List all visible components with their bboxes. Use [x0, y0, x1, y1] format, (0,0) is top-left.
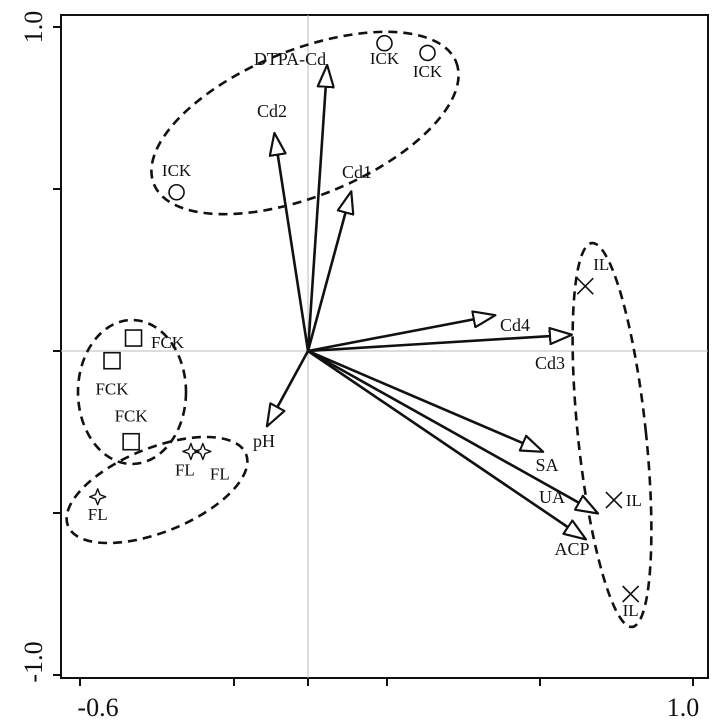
vector-label-ph: pH — [253, 431, 275, 451]
group-ellipse-fl — [65, 435, 249, 545]
point-il-label: IL — [626, 491, 642, 510]
point-il — [622, 585, 640, 603]
vector-ua — [307, 349, 597, 513]
point-fck-label: FCK — [95, 380, 129, 399]
vector-cd3 — [307, 335, 571, 353]
y-tick-label-bottom: -1.0 — [19, 641, 48, 682]
vector-label-dtpa-cd: DTPA-Cd — [254, 49, 326, 69]
point-il — [576, 277, 594, 295]
vector-sa — [307, 349, 542, 451]
vector-dtpa-cd — [306, 66, 327, 352]
vector-label-acp: ACP — [554, 539, 589, 559]
point-il-label: IL — [593, 255, 609, 274]
point-fck — [103, 351, 121, 370]
point-ick — [168, 183, 185, 201]
point-fl-label: FL — [88, 505, 108, 524]
point-fl-label: FL — [175, 460, 195, 479]
x-tick-label-left: -0.6 — [77, 693, 118, 722]
vector-label-cd2: Cd2 — [257, 101, 287, 121]
point-ick — [376, 34, 393, 52]
point-fck — [122, 432, 140, 451]
plot-frame — [60, 14, 709, 679]
vector-label-sa: SA — [535, 455, 558, 475]
point-fl — [88, 488, 107, 506]
point-fl — [182, 442, 200, 461]
vector-cd1 — [306, 192, 351, 352]
point-ick-label: ICK — [413, 62, 443, 81]
vector-label-cd3: Cd3 — [535, 353, 565, 373]
point-fck — [124, 329, 143, 347]
point-il — [605, 491, 623, 509]
group-ellipse-il — [571, 241, 653, 629]
group-ellipse-ick — [150, 30, 460, 216]
group-ellipse-fck — [76, 318, 188, 466]
y-tick-label-top: 1.0 — [19, 11, 48, 44]
point-ick-label: ICK — [370, 49, 400, 68]
sample-points: ICK ICK ICK FCK FCK FCK FL FL FL IL IL IL — [88, 34, 642, 620]
vector-acp — [307, 349, 585, 539]
vector-cd2 — [275, 134, 310, 352]
x-tick-label-right: 1.0 — [667, 693, 700, 722]
point-fck-label: FCK — [115, 407, 149, 426]
point-ick-label: ICK — [162, 161, 192, 180]
point-fl — [194, 442, 212, 461]
point-ick — [419, 44, 436, 62]
vector-label-cd4: Cd4 — [500, 315, 530, 335]
point-il-label: IL — [623, 601, 639, 620]
point-fl-label: FL — [210, 464, 230, 483]
point-fck-label: FCK — [151, 333, 185, 352]
vector-label-cd1: Cd1 — [342, 162, 372, 182]
vector-cd4 — [307, 315, 494, 353]
vector-label-ua: UA — [539, 487, 565, 507]
vector-ph — [267, 350, 310, 426]
